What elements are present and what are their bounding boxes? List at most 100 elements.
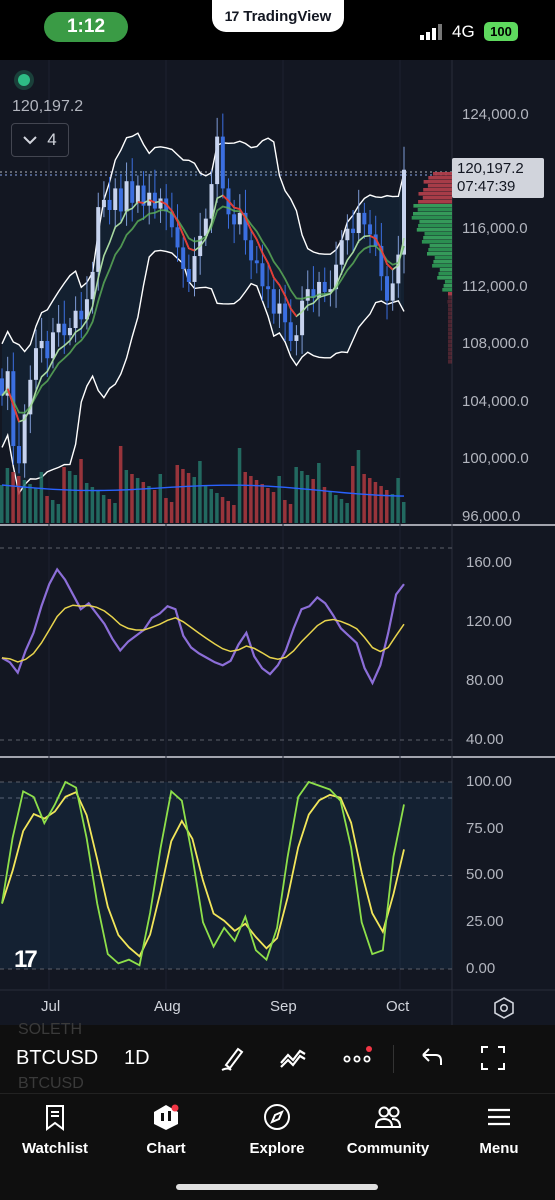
volume-profile-row — [448, 348, 452, 352]
volume-profile-row — [428, 176, 452, 180]
symbol-button[interactable]: BTCUSD — [16, 1047, 99, 1069]
volume-profile-row — [448, 324, 452, 328]
candle-body — [147, 192, 152, 206]
volume-bar — [328, 491, 332, 523]
indicators-icon[interactable] — [278, 1043, 308, 1073]
volume-profile-row — [448, 304, 452, 308]
volume-profile-row — [448, 340, 452, 344]
volume-bar — [351, 466, 355, 523]
interval-button[interactable]: 1D — [124, 1047, 150, 1069]
indicators-toggle-button[interactable]: 4 — [11, 123, 69, 157]
nav-watchlist[interactable]: Watchlist — [0, 1102, 110, 1162]
oscillator-tick: 120.00 — [466, 613, 512, 630]
chart-settings-icon[interactable] — [492, 996, 516, 1020]
nav-community[interactable]: Community — [333, 1102, 443, 1162]
volume-profile-row — [439, 268, 452, 272]
fullscreen-icon[interactable] — [478, 1043, 508, 1073]
volume-bar — [67, 471, 72, 523]
volume-profile-row — [434, 256, 452, 260]
candle-body — [90, 271, 95, 300]
volume-profile-row — [423, 180, 452, 184]
ma-down-segment — [222, 194, 230, 202]
volume-profile — [411, 172, 452, 364]
candle-body — [254, 260, 259, 264]
ma-down-segment — [148, 199, 156, 204]
volume-profile-row — [448, 308, 452, 312]
candle-body — [243, 212, 248, 241]
volume-bar — [28, 484, 32, 523]
candle-body — [141, 185, 146, 206]
oscillator-tick: 80.00 — [466, 672, 504, 689]
upper-band-line — [1, 132, 405, 353]
candle-body — [249, 240, 254, 261]
stochastic-k-line — [1, 780, 405, 967]
candle-body — [130, 181, 135, 203]
stochastic-pane — [0, 780, 452, 970]
candle-body — [322, 281, 327, 293]
nav-menu[interactable]: Menu — [444, 1102, 554, 1162]
volume-ma-line — [1, 484, 405, 497]
nav-chart[interactable]: Chart — [111, 1102, 221, 1162]
candle-body — [33, 348, 38, 380]
volume-bar — [373, 482, 378, 523]
toolbar-divider — [393, 1045, 394, 1073]
volume-bar — [192, 477, 197, 523]
volume-bar — [322, 487, 327, 523]
volume-profile-row — [418, 192, 452, 196]
drawing-brush-icon[interactable] — [218, 1043, 248, 1073]
ma-down-segment — [182, 234, 190, 249]
ma-down-segment — [250, 229, 258, 241]
volume-bar — [300, 471, 304, 523]
volume-profile-row — [418, 200, 452, 204]
volume-profile-row — [433, 172, 452, 176]
chart-canvas[interactable] — [0, 60, 555, 1025]
ma-down-segment — [374, 238, 383, 250]
volume-bar — [356, 450, 361, 523]
volume-profile-row — [448, 360, 452, 364]
oscillator-line — [1, 567, 405, 686]
more-options-icon[interactable] — [342, 1043, 372, 1073]
volume-bar — [62, 467, 66, 523]
last-price-label: 120,197.2 07:47:39 — [452, 158, 544, 198]
candle-body — [368, 224, 373, 235]
nav-label: Menu — [479, 1140, 519, 1157]
volume-profile-row — [419, 220, 452, 224]
volume-bar — [152, 490, 157, 523]
volume-bar — [317, 463, 321, 523]
oscillator-tick: 160.00 — [466, 554, 512, 571]
volume-bar — [254, 480, 259, 523]
volume-bar — [181, 469, 185, 523]
candle-body — [22, 414, 27, 464]
volume-bar — [141, 482, 146, 523]
volume-profile-row — [413, 212, 452, 216]
tradingview-banner[interactable]: 17 TradingView — [212, 0, 344, 32]
ma-down-segment — [188, 247, 195, 252]
volume-bar — [158, 474, 163, 523]
price-tick: 108,000.0 — [462, 335, 529, 352]
volume-profile-row — [448, 328, 452, 332]
nav-explore[interactable]: Explore — [222, 1102, 332, 1162]
time-tick: Jul — [41, 998, 61, 1015]
volume-bar — [124, 470, 129, 523]
volume-profile-row — [428, 248, 452, 252]
volume-profile-row — [448, 312, 452, 316]
volume-bar — [396, 478, 400, 523]
volume-bar — [385, 490, 389, 523]
next-symbol-hint: BTCUSD — [18, 1075, 84, 1092]
time-tick: Aug — [154, 998, 181, 1015]
volume-profile-row — [448, 344, 452, 348]
undo-icon[interactable] — [416, 1043, 446, 1073]
legend-price: 120,197.2 — [12, 98, 84, 115]
ma-down-segment — [261, 252, 269, 264]
volume-bar — [147, 486, 151, 523]
volume-bar — [334, 495, 338, 523]
hamburger-menu-icon — [488, 1108, 510, 1126]
candle-body — [209, 184, 214, 219]
volume-profile-row — [416, 228, 452, 232]
volume-profile-row — [447, 300, 452, 304]
volume-profile-row — [443, 284, 452, 288]
chart-area[interactable]: 120,197.2 4 124,000.0 116,000.0 112,000.… — [0, 60, 555, 1025]
candle-body — [62, 323, 67, 336]
chart-icon — [154, 1104, 179, 1130]
candle-body — [311, 289, 316, 298]
